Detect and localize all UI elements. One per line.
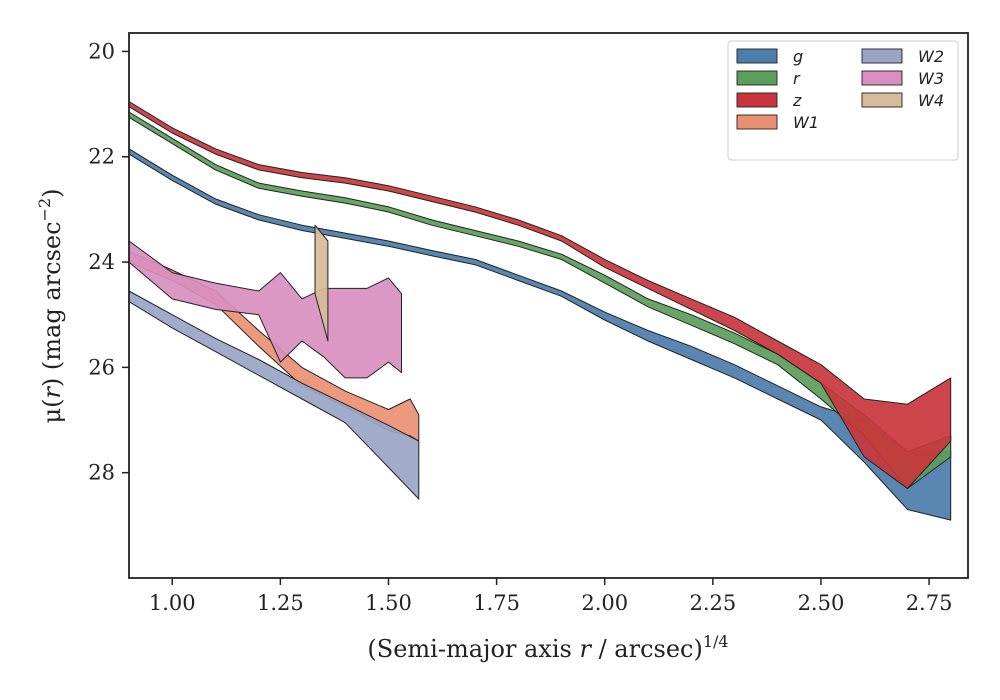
band-w4 [314, 224, 329, 342]
x-tick-label: 2.75 [906, 591, 953, 615]
legend-items: grz W1 W2 W3 W4 [736, 47, 944, 132]
legend-label-z: z [792, 91, 802, 110]
y-tick-label: 28 [88, 461, 115, 485]
band-w3 [128, 240, 402, 379]
x-tick-label: 1.25 [257, 591, 304, 615]
legend-swatch-w1 [736, 114, 778, 130]
legend-label-w3: W3 [918, 69, 944, 88]
x-axis-label: (Semi-major axis r / arcsec)1/4 [367, 632, 728, 663]
legend-label-w4: W4 [918, 91, 944, 110]
legend-label-g: g [793, 47, 803, 66]
y-tick-label: 20 [88, 39, 115, 63]
y-tick-label: 22 [88, 145, 115, 169]
x-axis-ticks: 1.00 1.25 1.50 1.75 2.00 2.25 2.50 2.75 [149, 578, 953, 615]
x-label-var: r [579, 635, 592, 663]
y-label-mid: ) (mag arcsec [38, 221, 66, 387]
legend-label-r: r [793, 69, 801, 88]
plot-frame [128, 32, 969, 579]
band-w2 [128, 290, 420, 500]
y-label-mu: μ( [38, 399, 66, 424]
legend-swatch-w4 [861, 92, 903, 108]
legend-swatch-w2 [861, 48, 903, 64]
data-bands [128, 101, 952, 521]
x-label-prefix: (Semi-major axis [367, 635, 579, 663]
legend-swatch-w3 [861, 70, 903, 86]
y-tick-label: 26 [88, 355, 115, 379]
legend-swatch-z [736, 92, 778, 108]
band-g [128, 148, 952, 521]
y-label-var: r [38, 386, 66, 399]
legend-label-w1: W1 [793, 113, 819, 132]
legend-swatch-g [736, 48, 778, 64]
x-label-suffix: / arcsec) [591, 635, 703, 663]
band-r [128, 111, 952, 489]
y-axis-ticks: 20 22 24 26 28 [88, 39, 129, 485]
legend-label-w2: W2 [918, 47, 944, 66]
y-axis-label: μ(r) (mag arcsec−2) [35, 188, 66, 423]
band-z [128, 101, 952, 489]
legend-swatch-r [736, 70, 778, 86]
x-tick-label: 2.50 [798, 591, 845, 615]
x-tick-label: 2.00 [581, 591, 628, 615]
y-label-exponent: −2 [35, 198, 54, 222]
x-label-exponent: 1/4 [703, 632, 729, 651]
y-tick-label: 24 [88, 250, 115, 274]
legend: grz W1 W2 W3 W4 [727, 40, 959, 161]
y-label-end: ) [38, 188, 66, 197]
x-tick-label: 1.75 [473, 591, 520, 615]
x-tick-label: 1.00 [149, 591, 196, 615]
x-tick-label: 1.50 [365, 591, 412, 615]
x-tick-label: 2.25 [689, 591, 736, 615]
